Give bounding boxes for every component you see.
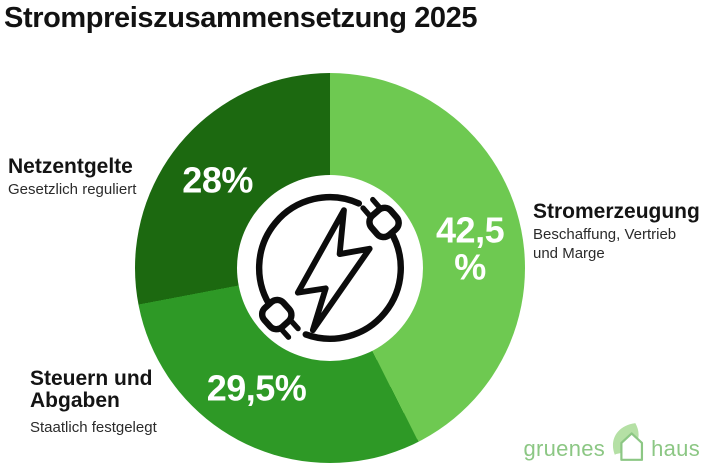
slice-description: Staatlich festgelegt: [30, 419, 157, 437]
slice-name: Steuern und Abgaben: [30, 367, 153, 413]
slice-description: Beschaffung, Vertrieb und Marge: [533, 226, 677, 262]
electric-plug-circle-icon: [255, 194, 404, 342]
plug-bottom-left-icon: [258, 296, 301, 340]
cable-arc-right: [302, 227, 404, 342]
donut-chart-area: 42,5 % 29,5% 28%: [135, 73, 525, 463]
donut-hole: [237, 175, 423, 361]
leaf-house-icon: [613, 423, 644, 461]
slice-label-stromerzeugung: Stromerzeugung Beschaffung, Vertrieb und…: [533, 200, 702, 264]
slice-name: Netzentgelte: [8, 155, 133, 178]
brand-logo: gruenes haus: [523, 420, 700, 463]
slice-name: Stromerzeugung: [533, 200, 700, 223]
slice-label-netzentgelte: Netzentgelte Gesetzlich reguliert: [8, 155, 137, 200]
cable-arc-left: [255, 194, 363, 312]
plug-top-right-icon: [360, 196, 402, 241]
lightning-bolt-icon: [294, 207, 373, 334]
slice-description: Gesetzlich reguliert: [8, 181, 137, 199]
logo-text-right: haus: [651, 436, 700, 461]
page-title: Strompreiszusammensetzung 2025: [4, 2, 478, 34]
logo-text-left: gruenes: [523, 436, 606, 461]
slice-label-steuern-und-abgaben: Steuern und Abgaben Staatlich festgelegt: [30, 367, 170, 438]
house-icon: [620, 432, 644, 461]
